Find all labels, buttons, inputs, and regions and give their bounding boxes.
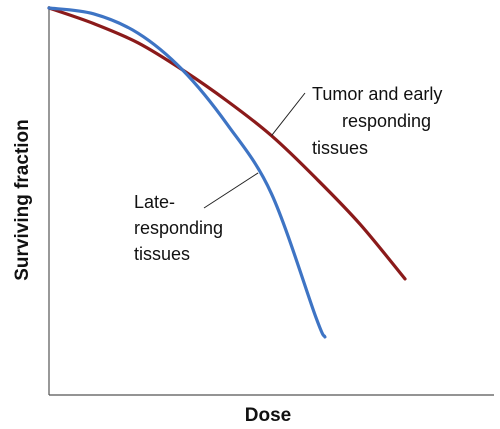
leader-lines-layer [203,92,306,209]
annotation-late-line-2: responding [134,218,223,238]
curves-layer [47,6,407,339]
annotation-tumor-line-3: tissues [312,138,368,158]
series-line-tumor [47,6,407,281]
annotation-late-line-3: tissues [134,244,190,264]
annotation-late: Late-responding tissues [134,192,223,264]
leader-line-tumor [271,92,306,137]
y-axis-label: Surviving fraction [12,119,33,281]
annotation-tumor-line-2: responding [342,111,431,131]
annotation-late-line-1: Late- [134,192,175,212]
annotation-tumor: Tumor and early responding tissues [312,84,442,158]
annotation-tumor-line-1: Tumor and early [312,84,442,104]
annotations-layer: Tumor and early responding tissuesLate-res… [134,84,442,264]
series-line-late [47,6,327,339]
x-axis-label: Dose [245,405,291,426]
leader-line-late [203,172,259,209]
